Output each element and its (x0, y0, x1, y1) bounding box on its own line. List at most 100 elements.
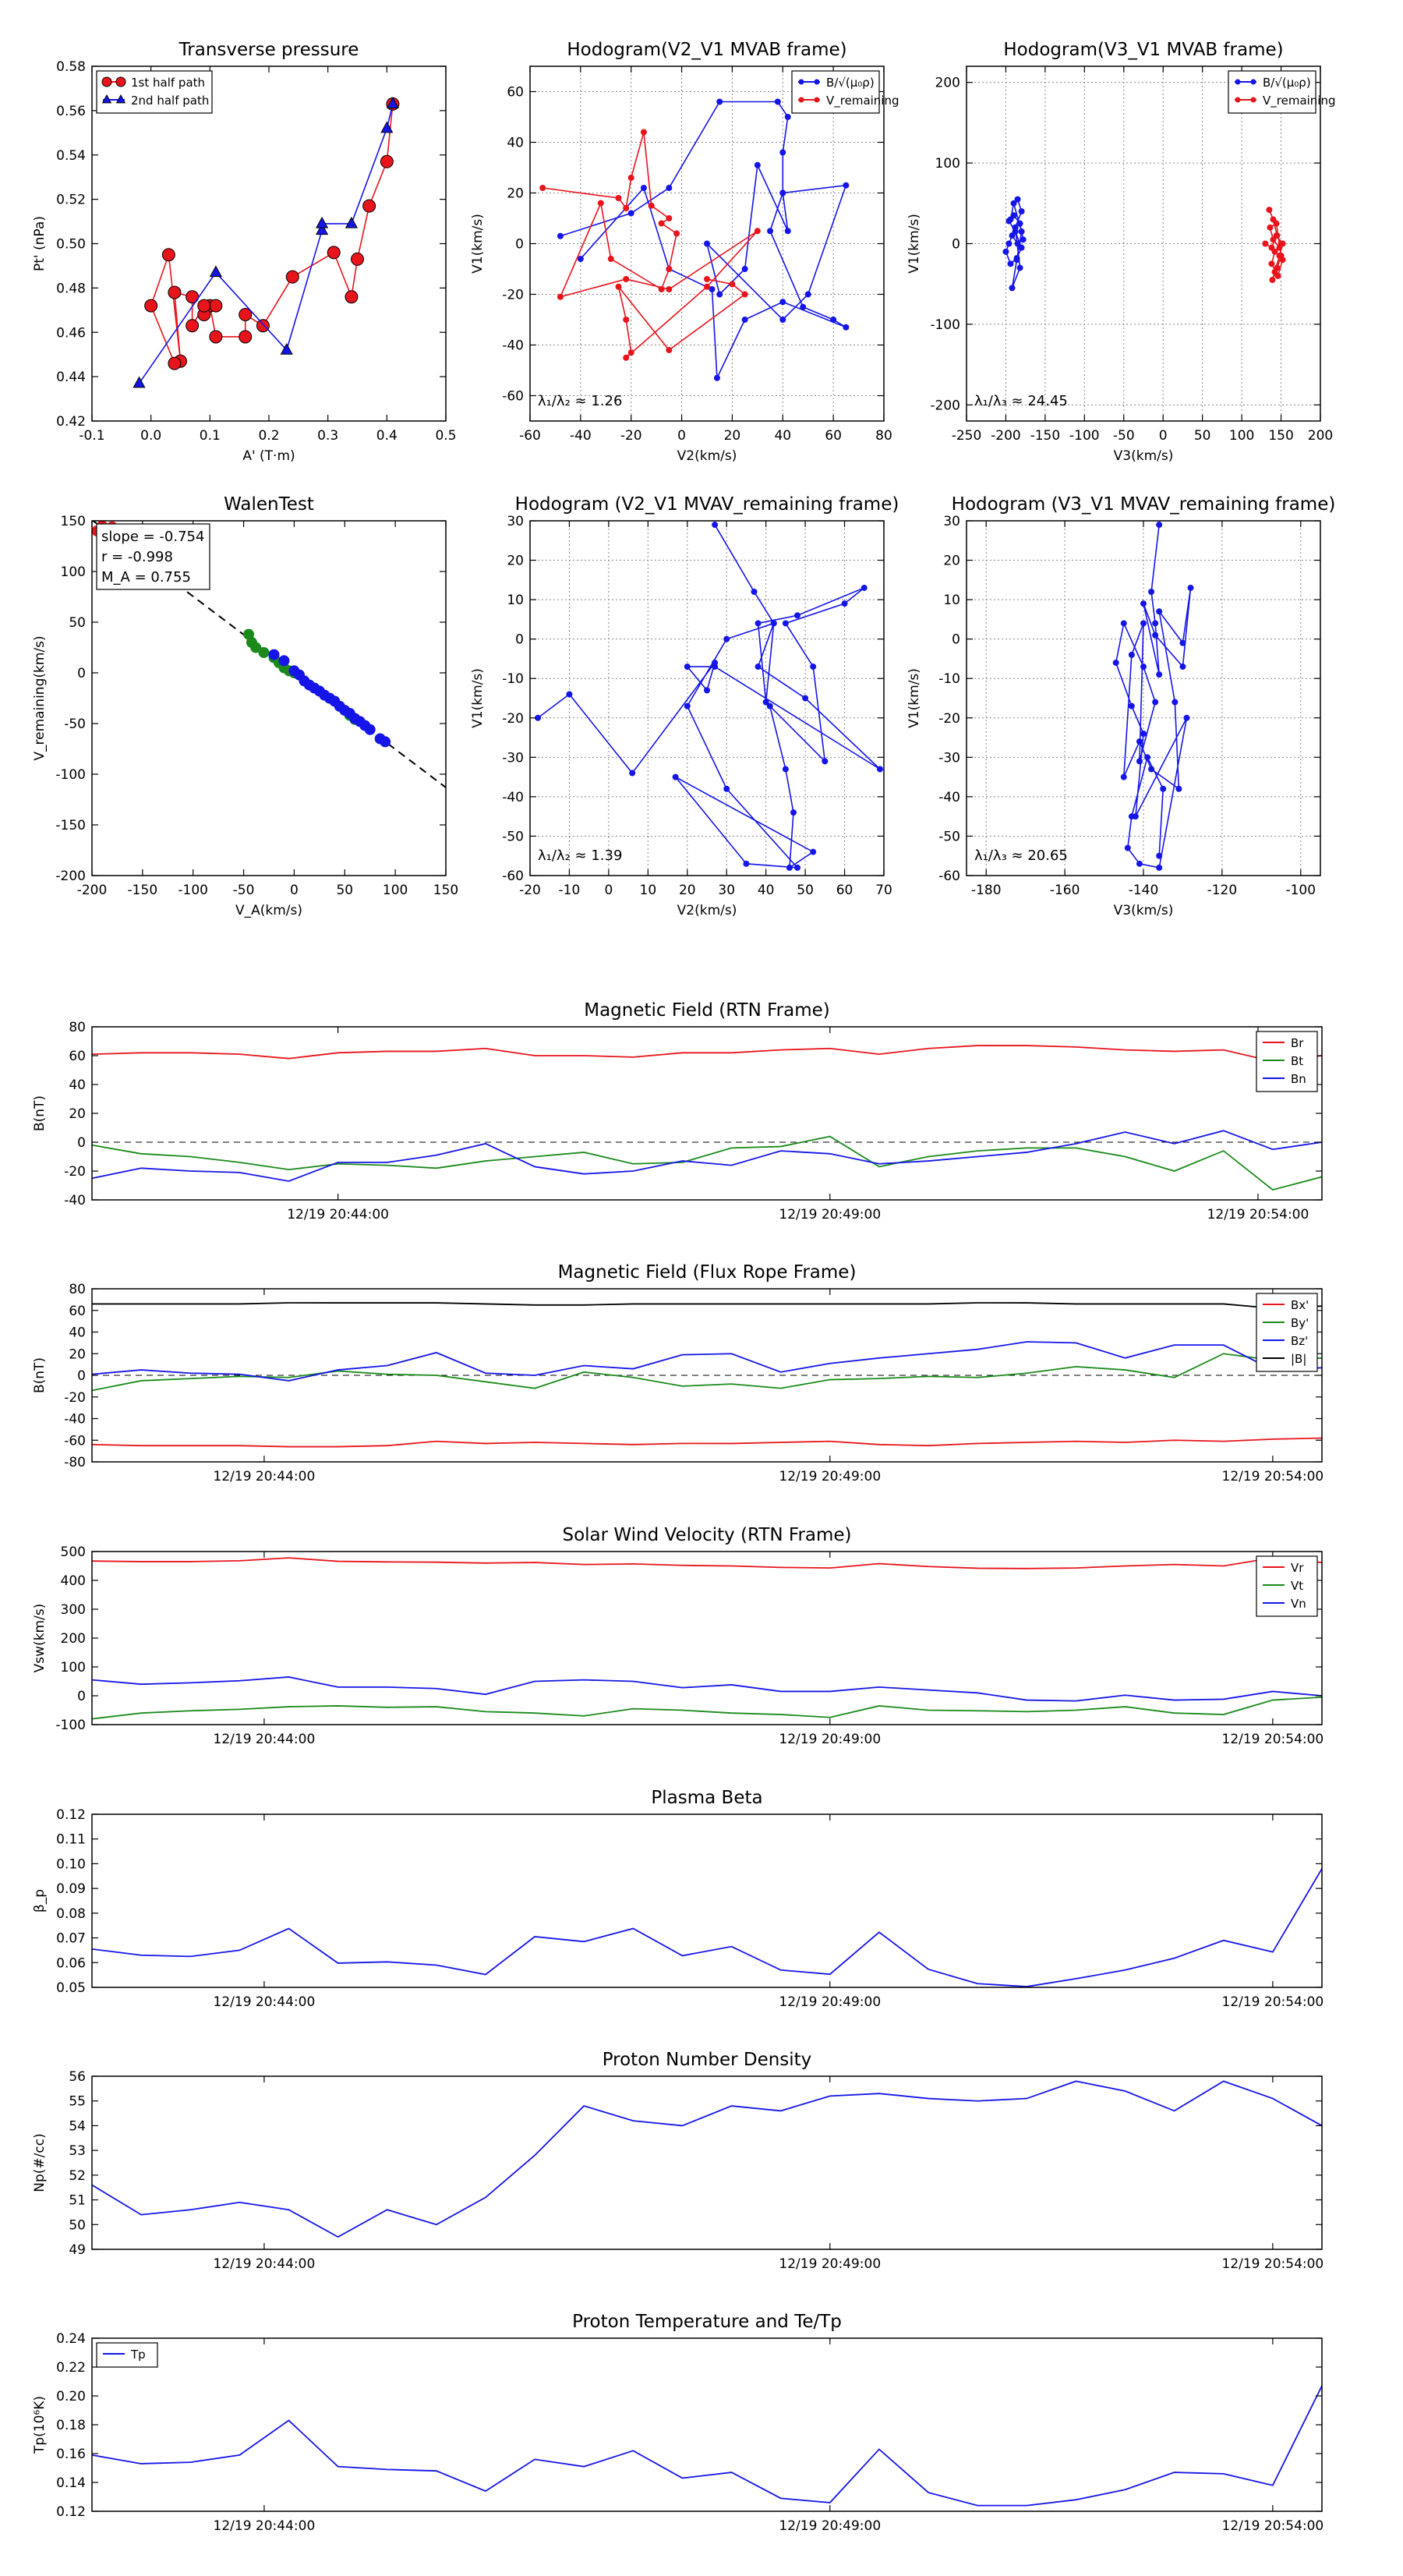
data-point (627, 349, 634, 356)
x-tick-label: 0 (290, 883, 299, 898)
data-point (704, 687, 710, 694)
series-line (92, 1045, 1322, 1063)
legend-box (96, 70, 213, 114)
series-line (92, 1130, 1322, 1182)
y-tick-label: 0.50 (56, 237, 86, 253)
data-point (209, 330, 223, 344)
y-tick-label: 0.20 (56, 2389, 86, 2404)
x-tick-label: 50 (797, 883, 814, 898)
legend-label: V_remaining (826, 94, 899, 108)
data-point (766, 702, 773, 709)
y-tick-label: 10 (943, 593, 960, 608)
data-point (876, 766, 883, 773)
x-tick-label: 12/19 20:44:00 (214, 2518, 316, 2534)
data-point (723, 785, 730, 792)
data-point (362, 199, 376, 213)
legend: B/√(μ₀ρ) V_remaining (791, 70, 899, 114)
axis-ticks: -250 -200 -150 -100 -50 0 50 100 150 200 -200 -100 0… (930, 66, 1333, 444)
x-tick-label: 12/19 20:49:00 (779, 1207, 881, 1223)
data-point (843, 182, 850, 189)
data-point (285, 270, 299, 284)
series--b- (92, 1302, 1322, 1309)
ratio-annotation: λ₁/λ₂ ≈ 1.26 (538, 393, 622, 409)
y-tick-label: -80 (64, 1455, 86, 1470)
y-axis-label: B(nT) (32, 1095, 48, 1131)
y-tick-label: -50 (502, 829, 524, 844)
data-point (1144, 754, 1151, 761)
y-axis-label: Np(#/cc) (32, 2133, 48, 2192)
data-point (1156, 852, 1163, 859)
y-tick-label: 0.54 (56, 148, 86, 164)
y-tick-label: 0.05 (56, 1980, 86, 1996)
x-tick-label: -50 (1113, 428, 1135, 444)
data-point (386, 97, 399, 109)
axes-frame (91, 1551, 1323, 1725)
data-point (1014, 240, 1021, 247)
data-point (623, 205, 630, 211)
series-bt (92, 1135, 1322, 1191)
data-point (197, 299, 211, 313)
legend-label: Bn (1291, 1072, 1306, 1086)
data-point (784, 114, 791, 120)
y-tick-label: 20 (69, 1106, 86, 1122)
data-point (209, 299, 223, 313)
x-tick-label: 60 (825, 428, 842, 444)
data-point (327, 246, 341, 260)
y-tick-label: 0.16 (56, 2447, 86, 2462)
x-tick-label: -120 (1207, 883, 1238, 898)
data-point (666, 185, 673, 191)
y-tick-label: -20 (502, 711, 524, 727)
series-line (150, 104, 394, 364)
legend: Vr Vt Vn (1256, 1555, 1318, 1617)
data-point (743, 860, 750, 867)
y-tick-label: -20 (938, 711, 960, 727)
data-point (754, 161, 761, 168)
grid-lines (967, 521, 1320, 876)
y-tick-label: -100 (55, 767, 86, 783)
y-axis-label: Tp(10⁶K) (32, 2396, 48, 2454)
legend-label: V_remaining (1263, 94, 1336, 108)
chart-magnetic-field-rtn: Magnetic Field (RTN Frame)12/19 20:44:00… (32, 1000, 1323, 1223)
series-bz- (92, 1341, 1322, 1382)
series-1st-half-path (144, 97, 400, 370)
data-point (729, 281, 736, 288)
x-tick-label: -160 (1050, 883, 1080, 898)
y-tick-label: 20 (69, 1346, 86, 1362)
x-tick-label: 0.3 (317, 428, 338, 444)
ratio-annotation: λ₁/λ₃ ≈ 24.45 (974, 393, 1068, 409)
y-tick-label: -10 (938, 671, 960, 687)
chart-title: Magnetic Field (RTN Frame) (584, 1000, 830, 1021)
data-point (351, 252, 364, 266)
data-point (790, 809, 797, 816)
data-point (1187, 584, 1194, 591)
axis-ticks: 12/19 20:44:00 12/19 20:49:00 12/19 20:54:… (56, 2331, 1323, 2534)
y-tick-label: 0.56 (56, 104, 86, 119)
series-vn (92, 1676, 1322, 1702)
x-tick-label: 0.1 (200, 428, 221, 444)
data-point (186, 319, 200, 333)
y-tick-label: -200 (55, 869, 86, 884)
legend-marker (814, 97, 820, 103)
data-point (1140, 663, 1147, 671)
legend-marker (1235, 97, 1241, 103)
data-point (1266, 207, 1273, 214)
stats-line: M_A = 0.755 (101, 569, 191, 586)
chart-hodogram-v2-v1-mvav: Hodogram (V2_V1 MVAV_remaining frame)-20… (470, 494, 899, 918)
axis-ticks: 12/19 20:44:00 12/19 20:49:00 12/19 20:54:… (64, 1282, 1323, 1484)
x-tick-label: -200 (77, 883, 108, 898)
x-tick-label: 60 (836, 883, 853, 898)
series-line (92, 1557, 1322, 1569)
x-tick-label: 80 (875, 428, 892, 444)
series-b- (557, 98, 850, 381)
chart-hodogram-v3-v1-mvab: Hodogram(V3_V1 MVAB frame) -250 -200 -150 -1… (906, 40, 1336, 464)
y-tick-label: 60 (507, 85, 524, 101)
legend-label: B/√(μ₀ρ) (826, 76, 875, 90)
axis-ticks: 12/19 20:44:00 12/19 20:49:00 12/19 20:54:… (55, 1545, 1323, 1747)
chart-hodogram-v2-v1-mvab: Hodogram(V2_V1 MVAB frame) -60 -40 -20 0 20 40… (470, 40, 899, 464)
data-point (1112, 660, 1119, 666)
legend-box (791, 70, 880, 114)
data-point (640, 129, 647, 136)
chart-title: Magnetic Field (Flux Rope Frame) (558, 1262, 857, 1283)
data-point (672, 773, 679, 780)
